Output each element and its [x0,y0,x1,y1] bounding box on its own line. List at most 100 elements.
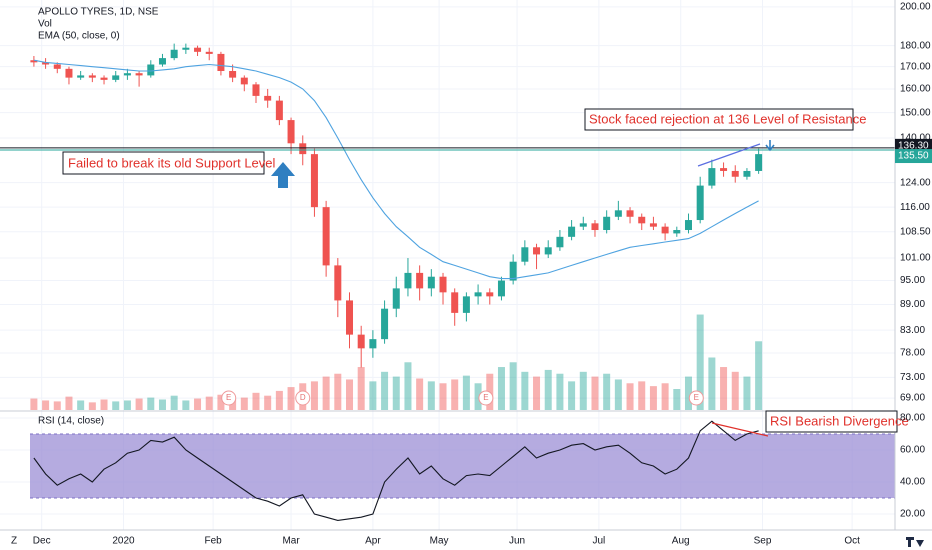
candle-body [334,265,342,301]
volume-bar [135,398,143,410]
volume-bar [205,396,213,410]
y-tick-label: 140.00 [900,133,931,144]
candle-body [462,296,470,313]
candle-body [416,272,424,289]
rsi-tick-label: 20.00 [900,509,925,520]
volume-bar [568,381,576,410]
candle-body [533,247,541,255]
event-marker [221,390,237,406]
candle-body [30,60,38,63]
annotation: RSI Bearish Divergence [770,413,909,428]
timezone-button[interactable]: Z [11,536,17,547]
candle-body [755,154,763,171]
rsi-band-layer [30,433,895,499]
candle-body [439,276,447,293]
volume-bar [217,394,225,410]
volume-bar [521,371,529,410]
candle-body [42,62,50,65]
candle-body [240,77,248,85]
volume-bar [357,367,365,410]
candle-body [77,75,85,78]
candle-body [381,308,389,340]
y-tick-label: 101.00 [900,253,931,264]
price-label: 136.30 [898,141,929,152]
candle-body [451,292,459,313]
candle-body [287,120,295,144]
candle-body [252,84,260,96]
volume-bar [112,401,120,410]
volume-bar [743,376,751,410]
volume-bar [65,396,73,410]
volume-bar [53,401,61,410]
volume-layer [30,314,763,410]
candle-body [591,223,599,231]
event-marker [688,390,704,406]
annotation: Failed to break its old Support Level [68,155,276,170]
y-tick-label: 170.00 [900,61,931,72]
candle-body [112,75,120,80]
x-tick-label: 2020 [112,536,135,547]
volume-bar [544,369,552,410]
volume-bar [123,400,131,410]
volume-bar [497,367,505,410]
volume-bar [439,383,447,410]
candle-body [392,288,400,309]
volume-bar [252,392,260,410]
y-tick-label: 83.00 [900,325,925,336]
event-marker [295,390,311,406]
candle-body [427,276,435,289]
volume-bar [310,381,318,410]
candle-body [474,292,482,297]
rsi-tick-label: 40.00 [900,477,925,488]
volume-bar [182,400,190,410]
candle-body [696,185,704,221]
x-tick-label: Jul [592,536,605,547]
up-arrow [271,162,295,188]
annotation-box [765,410,898,433]
y-tick-label: 116.00 [900,202,930,213]
volume-bar [462,375,470,410]
candle-body [673,230,681,234]
candle-body [404,272,412,289]
volume-bar [661,383,669,410]
candle-body [556,236,564,248]
candle-body [638,216,646,224]
candle-body [158,58,166,65]
y-tick-label: 160.00 [900,84,931,95]
y-tick-label: 150.00 [900,107,931,118]
candle-body [626,210,634,217]
logo [906,537,924,547]
volume-bar [451,379,459,410]
volume-bar [614,379,622,410]
y-tick-label: 73.00 [900,372,925,383]
y-tick-label: 78.00 [900,348,925,359]
volume-bar [275,390,283,410]
volume-bar [579,371,587,410]
candle-body [486,292,494,297]
volume-bar [731,371,739,410]
rsi-trendline [711,422,769,437]
volume-bar [755,341,763,410]
price-trendline [697,143,761,167]
x-tick-label: Dec [33,536,51,547]
volume-bar [77,400,85,410]
x-tick-label: Sep [754,536,772,547]
candle-body [275,100,283,121]
candle-body [649,223,657,227]
volume-bar [369,381,377,410]
x-tick-label: Apr [365,536,381,547]
rsi-band [30,434,895,498]
x-tick-label: Oct [844,536,860,547]
chart-title: APOLLO TYRES, 1D, NSE [38,7,159,18]
volume-label: Vol [38,19,52,30]
candle-body [65,68,73,78]
volume-bar [720,367,728,410]
candle-body [720,168,728,171]
y-tick-label: 124.00 [900,177,931,188]
candle-body [708,168,716,186]
volume-bar [30,398,38,410]
volume-bar [170,395,178,410]
rsi-line [33,420,759,521]
candle-body [661,226,669,234]
